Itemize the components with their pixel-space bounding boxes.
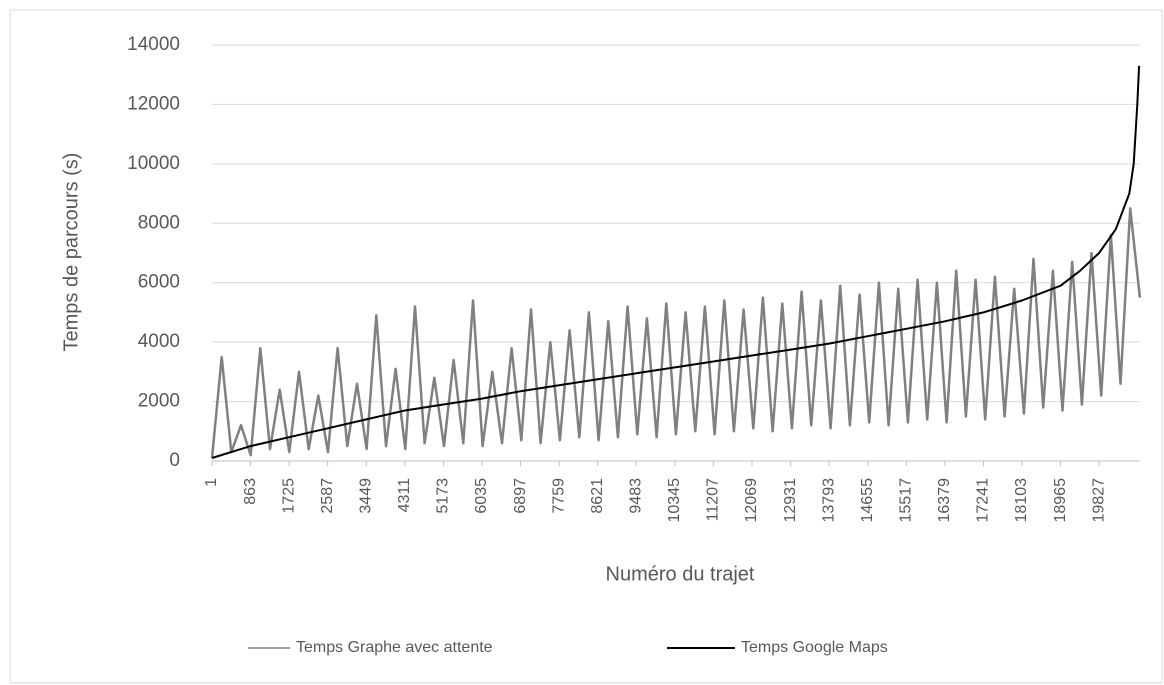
- x-tick-label: 3449: [358, 478, 375, 514]
- x-tick-label: 8621: [589, 478, 606, 514]
- x-tick-label: 12931: [782, 478, 799, 523]
- x-tick-label: 6897: [512, 478, 529, 514]
- series-line: [211, 65, 1141, 459]
- x-tick-label: 9483: [628, 478, 645, 514]
- x-tick-label: 18965: [1052, 478, 1069, 523]
- x-tick-label: 18103: [1013, 478, 1030, 523]
- x-tick-label: 4311: [396, 478, 413, 513]
- series-line: [210, 207, 1142, 459]
- legend-label: Temps Graphe avec attente: [296, 639, 493, 656]
- x-tick-label: 15517: [898, 478, 915, 523]
- x-axis-title: Numéro du trajet: [606, 563, 755, 585]
- x-tick-label: 10345: [666, 478, 683, 523]
- x-tick-label: 19827: [1090, 478, 1107, 523]
- y-tick-label: 0: [169, 450, 180, 471]
- x-tick-label: 6035: [473, 478, 490, 514]
- y-tick-label: 12000: [127, 93, 180, 114]
- x-tick-label: 11207: [705, 478, 722, 521]
- legend-label: Temps Google Maps: [741, 639, 888, 656]
- x-tick-label: 1: [203, 478, 220, 487]
- x-tick-label: 14655: [859, 478, 876, 523]
- y-tick-label: 6000: [138, 272, 180, 293]
- y-tick-label: 10000: [127, 153, 180, 174]
- x-tick-label: 16379: [936, 478, 953, 523]
- y-tick-label: 4000: [138, 331, 180, 352]
- x-tick-label: 863: [242, 478, 259, 505]
- x-tick-label: 5173: [435, 478, 452, 514]
- y-axis-title: Temps de parcours (s): [60, 153, 82, 352]
- x-tick-label: 13793: [820, 478, 837, 523]
- y-tick-label: 14000: [127, 34, 180, 55]
- x-tick-label: 12069: [743, 478, 760, 523]
- y-tick-label: 8000: [138, 212, 180, 233]
- x-tick-label: 1725: [280, 478, 297, 514]
- x-tick-label: 7759: [550, 478, 567, 514]
- x-tick-label: 2587: [319, 478, 336, 514]
- x-tick-label: 17241: [975, 478, 992, 523]
- y-tick-label: 2000: [138, 391, 180, 412]
